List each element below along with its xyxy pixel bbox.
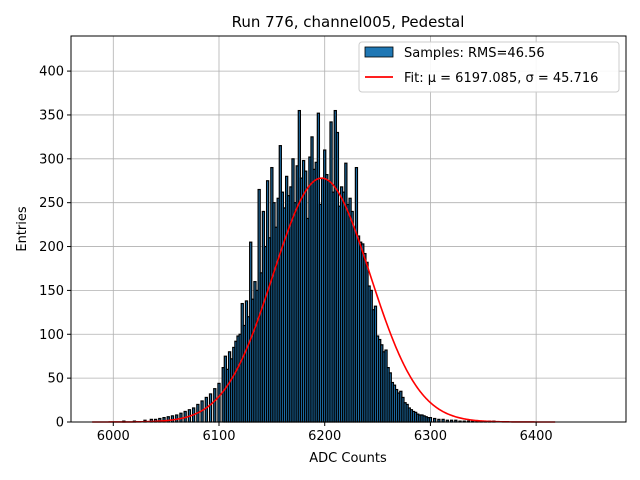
histogram-bar bbox=[217, 382, 221, 423]
legend-label-fit: Fit: μ = 6197.085, σ = 45.716 bbox=[404, 71, 598, 86]
gaussian-fit-curve bbox=[92, 177, 556, 423]
x-axis-ticks: 6000 6100 6200 6300 6400 bbox=[97, 422, 553, 444]
histogram-bar bbox=[208, 393, 213, 423]
x-tick-label: 6200 bbox=[308, 429, 341, 444]
legend-label-samples: Samples: RMS=46.56 bbox=[404, 46, 545, 61]
y-tick-label: 400 bbox=[39, 65, 64, 80]
histogram-bar bbox=[170, 415, 175, 423]
histogram-bar bbox=[433, 417, 437, 423]
y-axis-ticks: 0 50 100 150 200 250 300 350 400 bbox=[39, 65, 71, 431]
y-tick-label: 150 bbox=[39, 284, 64, 299]
y-tick-label: 100 bbox=[39, 328, 64, 343]
x-tick-label: 6300 bbox=[414, 429, 447, 444]
y-tick-label: 50 bbox=[47, 372, 64, 387]
y-tick-label: 0 bbox=[56, 416, 64, 431]
x-axis-label: ADC Counts bbox=[309, 451, 387, 466]
legend-box bbox=[358, 41, 620, 93]
y-tick-label: 250 bbox=[39, 196, 64, 211]
y-tick-label: 300 bbox=[39, 152, 64, 167]
histogram-bars bbox=[122, 109, 496, 423]
y-axis-label: Entries bbox=[15, 206, 30, 252]
plot-frame bbox=[70, 35, 627, 423]
histogram-bar bbox=[428, 417, 433, 423]
legend-swatch-samples bbox=[364, 46, 394, 58]
y-tick-label: 350 bbox=[39, 108, 64, 123]
x-tick-label: 6100 bbox=[202, 429, 235, 444]
x-tick-label: 6400 bbox=[520, 429, 553, 444]
histogram-bar bbox=[213, 388, 217, 423]
legend: Samples: RMS=46.56 Fit: μ = 6197.085, σ … bbox=[358, 41, 620, 93]
chart-title: Run 776, channel005, Pedestal bbox=[232, 13, 465, 31]
y-tick-label: 200 bbox=[39, 240, 64, 255]
histogram-bar bbox=[204, 396, 208, 423]
x-tick-label: 6000 bbox=[97, 429, 130, 444]
